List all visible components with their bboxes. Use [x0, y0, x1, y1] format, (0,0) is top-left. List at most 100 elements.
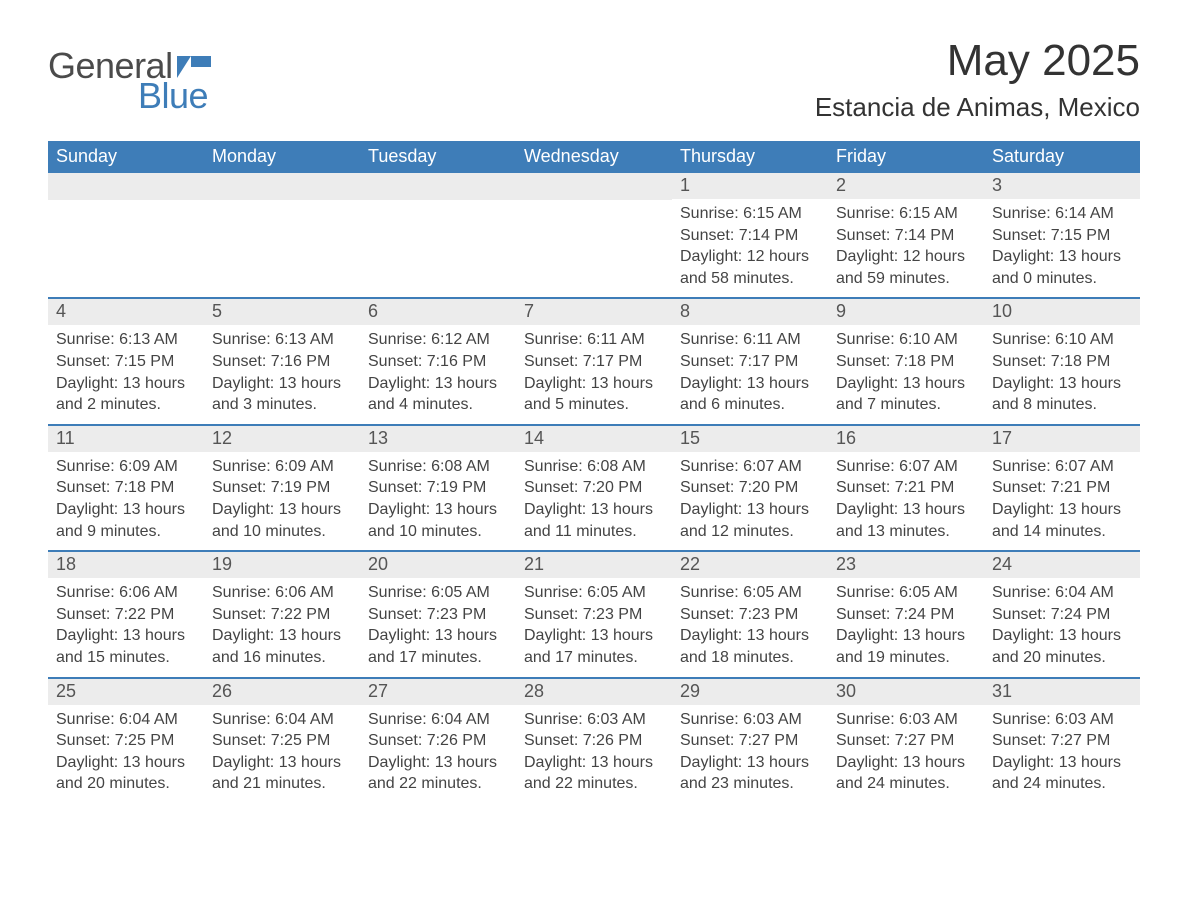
day-info-line: and 21 minutes.	[212, 773, 352, 795]
day-info-line: Sunrise: 6:08 AM	[524, 456, 664, 478]
day-number: 24	[984, 552, 1140, 578]
day-info-line: Sunset: 7:20 PM	[524, 477, 664, 499]
empty-day-bar	[360, 173, 516, 200]
day-body: Sunrise: 6:05 AMSunset: 7:24 PMDaylight:…	[828, 578, 984, 668]
day-cell: 29Sunrise: 6:03 AMSunset: 7:27 PMDayligh…	[672, 679, 828, 803]
day-info-line: Sunset: 7:23 PM	[680, 604, 820, 626]
day-cell: 14Sunrise: 6:08 AMSunset: 7:20 PMDayligh…	[516, 426, 672, 550]
day-body: Sunrise: 6:05 AMSunset: 7:23 PMDaylight:…	[516, 578, 672, 668]
day-info-line: Daylight: 13 hours	[524, 625, 664, 647]
day-info-line: Daylight: 13 hours	[836, 499, 976, 521]
day-number: 10	[984, 299, 1140, 325]
day-info-line: and 18 minutes.	[680, 647, 820, 669]
day-info-line: Sunrise: 6:03 AM	[680, 709, 820, 731]
day-cell: 15Sunrise: 6:07 AMSunset: 7:20 PMDayligh…	[672, 426, 828, 550]
day-body: Sunrise: 6:04 AMSunset: 7:24 PMDaylight:…	[984, 578, 1140, 668]
day-info-line: Daylight: 13 hours	[680, 752, 820, 774]
day-body	[360, 200, 516, 204]
day-body: Sunrise: 6:03 AMSunset: 7:27 PMDaylight:…	[984, 705, 1140, 795]
day-cell	[48, 173, 204, 297]
day-info-line: Daylight: 12 hours	[680, 246, 820, 268]
day-number: 6	[360, 299, 516, 325]
day-info-line: Sunset: 7:18 PM	[836, 351, 976, 373]
day-info-line: Sunset: 7:21 PM	[836, 477, 976, 499]
day-info-line: Daylight: 13 hours	[524, 752, 664, 774]
day-number: 28	[516, 679, 672, 705]
day-info-line: Daylight: 13 hours	[992, 373, 1132, 395]
day-info-line: Daylight: 13 hours	[992, 625, 1132, 647]
day-info-line: Sunrise: 6:08 AM	[368, 456, 508, 478]
day-info-line: Daylight: 13 hours	[680, 373, 820, 395]
day-info-line: Daylight: 13 hours	[212, 752, 352, 774]
day-info-line: Daylight: 13 hours	[992, 752, 1132, 774]
day-info-line: Daylight: 13 hours	[368, 752, 508, 774]
day-body: Sunrise: 6:04 AMSunset: 7:26 PMDaylight:…	[360, 705, 516, 795]
day-info-line: Daylight: 13 hours	[212, 499, 352, 521]
day-info-line: Sunset: 7:22 PM	[56, 604, 196, 626]
day-cell: 12Sunrise: 6:09 AMSunset: 7:19 PMDayligh…	[204, 426, 360, 550]
day-number: 20	[360, 552, 516, 578]
day-info-line: Sunrise: 6:14 AM	[992, 203, 1132, 225]
weekday-header: Tuesday	[360, 141, 516, 173]
day-info-line: Sunrise: 6:03 AM	[992, 709, 1132, 731]
day-cell: 2Sunrise: 6:15 AMSunset: 7:14 PMDaylight…	[828, 173, 984, 297]
day-info-line: and 24 minutes.	[836, 773, 976, 795]
day-info-line: Sunrise: 6:04 AM	[56, 709, 196, 731]
day-cell: 17Sunrise: 6:07 AMSunset: 7:21 PMDayligh…	[984, 426, 1140, 550]
day-info-line: and 13 minutes.	[836, 521, 976, 543]
day-info-line: Sunset: 7:14 PM	[680, 225, 820, 247]
day-info-line: and 22 minutes.	[368, 773, 508, 795]
day-info-line: and 24 minutes.	[992, 773, 1132, 795]
day-info-line: Sunrise: 6:05 AM	[368, 582, 508, 604]
day-number: 5	[204, 299, 360, 325]
day-cell: 7Sunrise: 6:11 AMSunset: 7:17 PMDaylight…	[516, 299, 672, 423]
day-info-line: Sunrise: 6:10 AM	[992, 329, 1132, 351]
day-cell: 4Sunrise: 6:13 AMSunset: 7:15 PMDaylight…	[48, 299, 204, 423]
day-info-line: and 58 minutes.	[680, 268, 820, 290]
day-body: Sunrise: 6:11 AMSunset: 7:17 PMDaylight:…	[516, 325, 672, 415]
day-body: Sunrise: 6:14 AMSunset: 7:15 PMDaylight:…	[984, 199, 1140, 289]
day-info-line: and 10 minutes.	[368, 521, 508, 543]
day-info-line: and 6 minutes.	[680, 394, 820, 416]
day-body: Sunrise: 6:13 AMSunset: 7:15 PMDaylight:…	[48, 325, 204, 415]
week-row: 1Sunrise: 6:15 AMSunset: 7:14 PMDaylight…	[48, 173, 1140, 297]
day-info-line: Sunset: 7:19 PM	[212, 477, 352, 499]
empty-day-bar	[516, 173, 672, 200]
day-info-line: and 17 minutes.	[368, 647, 508, 669]
day-info-line: Daylight: 13 hours	[212, 373, 352, 395]
day-info-line: Sunset: 7:21 PM	[992, 477, 1132, 499]
day-info-line: and 5 minutes.	[524, 394, 664, 416]
page-header: General Blue May 2025 Estancia de Animas…	[48, 30, 1140, 133]
day-body: Sunrise: 6:08 AMSunset: 7:19 PMDaylight:…	[360, 452, 516, 542]
day-info-line: Sunset: 7:23 PM	[524, 604, 664, 626]
day-info-line: Sunrise: 6:10 AM	[836, 329, 976, 351]
day-body: Sunrise: 6:06 AMSunset: 7:22 PMDaylight:…	[48, 578, 204, 668]
day-info-line: Sunset: 7:14 PM	[836, 225, 976, 247]
day-cell: 3Sunrise: 6:14 AMSunset: 7:15 PMDaylight…	[984, 173, 1140, 297]
day-info-line: Sunset: 7:17 PM	[680, 351, 820, 373]
day-info-line: Daylight: 13 hours	[212, 625, 352, 647]
day-cell: 26Sunrise: 6:04 AMSunset: 7:25 PMDayligh…	[204, 679, 360, 803]
day-info-line: and 10 minutes.	[212, 521, 352, 543]
day-body: Sunrise: 6:03 AMSunset: 7:27 PMDaylight:…	[672, 705, 828, 795]
week-row: 25Sunrise: 6:04 AMSunset: 7:25 PMDayligh…	[48, 677, 1140, 803]
day-info-line: Sunset: 7:18 PM	[992, 351, 1132, 373]
day-info-line: and 17 minutes.	[524, 647, 664, 669]
day-cell: 18Sunrise: 6:06 AMSunset: 7:22 PMDayligh…	[48, 552, 204, 676]
day-info-line: Sunset: 7:16 PM	[368, 351, 508, 373]
day-number: 14	[516, 426, 672, 452]
weekday-header: Friday	[828, 141, 984, 173]
day-cell: 1Sunrise: 6:15 AMSunset: 7:14 PMDaylight…	[672, 173, 828, 297]
day-body: Sunrise: 6:15 AMSunset: 7:14 PMDaylight:…	[828, 199, 984, 289]
day-cell: 23Sunrise: 6:05 AMSunset: 7:24 PMDayligh…	[828, 552, 984, 676]
day-body	[204, 200, 360, 204]
day-info-line: Daylight: 13 hours	[56, 752, 196, 774]
day-info-line: Sunrise: 6:03 AM	[836, 709, 976, 731]
day-info-line: Sunrise: 6:05 AM	[524, 582, 664, 604]
day-info-line: and 12 minutes.	[680, 521, 820, 543]
day-info-line: Sunrise: 6:15 AM	[680, 203, 820, 225]
day-info-line: Sunset: 7:16 PM	[212, 351, 352, 373]
day-number: 17	[984, 426, 1140, 452]
day-body: Sunrise: 6:15 AMSunset: 7:14 PMDaylight:…	[672, 199, 828, 289]
day-info-line: Daylight: 13 hours	[56, 499, 196, 521]
